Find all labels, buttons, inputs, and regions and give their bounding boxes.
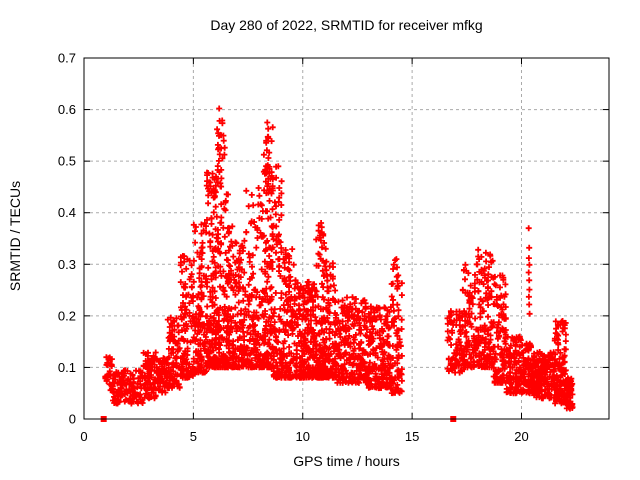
y-tick-label: 0.2 (58, 308, 76, 323)
y-tick-label: 0.7 (58, 51, 76, 66)
y-tick-label: 0.5 (58, 154, 76, 169)
y-tick-label: 0.1 (58, 360, 76, 375)
y-tick-label: 0 (69, 412, 76, 427)
x-tick-label: 15 (405, 429, 419, 444)
scatter-points (102, 105, 576, 412)
x-tick-label: 20 (514, 429, 528, 444)
y-tick-label: 0.3 (58, 257, 76, 272)
x-tick-label: 5 (190, 429, 197, 444)
y-tick-label: 0.4 (58, 205, 76, 220)
y-tick-label: 0.6 (58, 102, 76, 117)
x-tick-label: 10 (296, 429, 310, 444)
y-axis-label: SRMTID / TECUs (7, 180, 23, 292)
x-tick-label: 0 (80, 429, 87, 444)
plot-border (83, 57, 610, 420)
x-axis-label: GPS time / hours (293, 453, 400, 469)
chart-title: Day 280 of 2022, SRMTID for receiver mfk… (210, 17, 483, 33)
